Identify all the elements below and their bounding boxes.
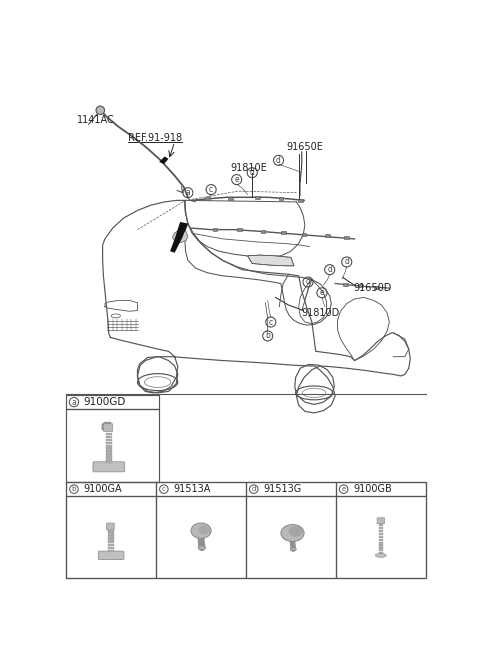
Bar	[336, 496, 426, 578]
Text: b: b	[265, 331, 270, 340]
Bar	[66, 496, 156, 578]
FancyBboxPatch shape	[107, 523, 114, 530]
Bar	[302, 233, 306, 236]
Bar	[298, 199, 302, 202]
Bar	[246, 496, 336, 578]
Bar	[255, 195, 260, 199]
Bar	[106, 455, 112, 457]
Bar	[379, 543, 383, 544]
Text: a: a	[72, 398, 76, 407]
Bar	[106, 457, 112, 460]
Text: d: d	[250, 168, 254, 177]
Ellipse shape	[288, 526, 302, 537]
Bar	[108, 535, 114, 538]
FancyBboxPatch shape	[377, 518, 384, 523]
Ellipse shape	[375, 554, 386, 558]
Text: d: d	[344, 257, 349, 266]
Bar	[156, 482, 246, 496]
Ellipse shape	[191, 523, 211, 539]
Text: a: a	[185, 188, 190, 197]
Bar	[106, 439, 112, 441]
Bar	[205, 197, 210, 200]
Text: c: c	[269, 318, 273, 327]
Polygon shape	[248, 255, 294, 266]
Bar	[108, 539, 114, 541]
Bar	[379, 530, 383, 532]
Bar	[278, 197, 283, 200]
Text: REF.91-918: REF.91-918	[128, 133, 182, 143]
Bar	[106, 451, 112, 454]
Bar	[108, 550, 114, 552]
Text: c: c	[162, 486, 166, 492]
Bar	[108, 547, 114, 549]
Text: e: e	[234, 175, 239, 184]
Bar	[66, 395, 159, 409]
Text: 91810E: 91810E	[230, 163, 267, 173]
Bar	[108, 544, 114, 546]
Polygon shape	[159, 157, 168, 164]
Text: e: e	[320, 288, 324, 297]
Polygon shape	[172, 230, 188, 243]
Bar	[108, 533, 114, 535]
Bar	[106, 445, 112, 447]
Bar	[106, 442, 112, 445]
Circle shape	[96, 106, 105, 115]
Text: d: d	[306, 277, 311, 287]
Bar	[106, 433, 112, 435]
Bar	[343, 283, 348, 286]
Bar	[106, 448, 112, 451]
Bar	[108, 541, 114, 543]
Text: 91650D: 91650D	[353, 283, 391, 293]
Bar	[379, 533, 383, 535]
Bar	[281, 231, 286, 234]
Bar	[246, 482, 336, 496]
Ellipse shape	[290, 548, 296, 551]
Bar	[379, 554, 383, 557]
Bar	[379, 527, 383, 529]
Text: 91810D: 91810D	[302, 308, 340, 318]
Text: 9100GB: 9100GB	[353, 484, 392, 494]
Bar	[106, 461, 112, 463]
FancyBboxPatch shape	[103, 424, 113, 432]
Text: b: b	[72, 486, 76, 492]
Polygon shape	[170, 222, 188, 253]
Bar	[213, 228, 217, 231]
Ellipse shape	[199, 525, 210, 535]
Bar	[379, 552, 383, 554]
Bar	[66, 482, 156, 496]
Bar	[106, 436, 112, 438]
Ellipse shape	[281, 525, 304, 541]
Text: 91513G: 91513G	[263, 484, 301, 494]
Text: d: d	[327, 265, 332, 274]
Text: d: d	[276, 156, 281, 165]
Bar	[379, 536, 383, 539]
Text: 9100GD: 9100GD	[83, 397, 126, 407]
Bar	[374, 286, 379, 289]
Bar	[238, 228, 242, 231]
Bar	[261, 230, 265, 233]
Bar	[66, 482, 426, 578]
Bar	[379, 523, 383, 526]
Bar	[379, 545, 383, 548]
Text: c: c	[209, 185, 213, 194]
Bar	[379, 548, 383, 551]
Bar	[379, 539, 383, 541]
Bar	[325, 234, 330, 237]
Text: 1141AC: 1141AC	[77, 115, 115, 125]
Bar	[359, 284, 363, 287]
Text: 91513A: 91513A	[173, 484, 211, 494]
FancyBboxPatch shape	[93, 462, 125, 472]
Bar	[108, 529, 114, 532]
Bar	[66, 409, 159, 482]
Ellipse shape	[198, 546, 206, 550]
Text: d: d	[252, 486, 256, 492]
Text: 9100GA: 9100GA	[83, 484, 122, 494]
Bar	[228, 197, 233, 199]
Text: 91650E: 91650E	[286, 142, 323, 152]
Text: e: e	[342, 486, 346, 492]
FancyBboxPatch shape	[98, 551, 124, 560]
Bar	[336, 482, 426, 496]
Bar	[156, 496, 246, 578]
Bar	[345, 236, 349, 239]
